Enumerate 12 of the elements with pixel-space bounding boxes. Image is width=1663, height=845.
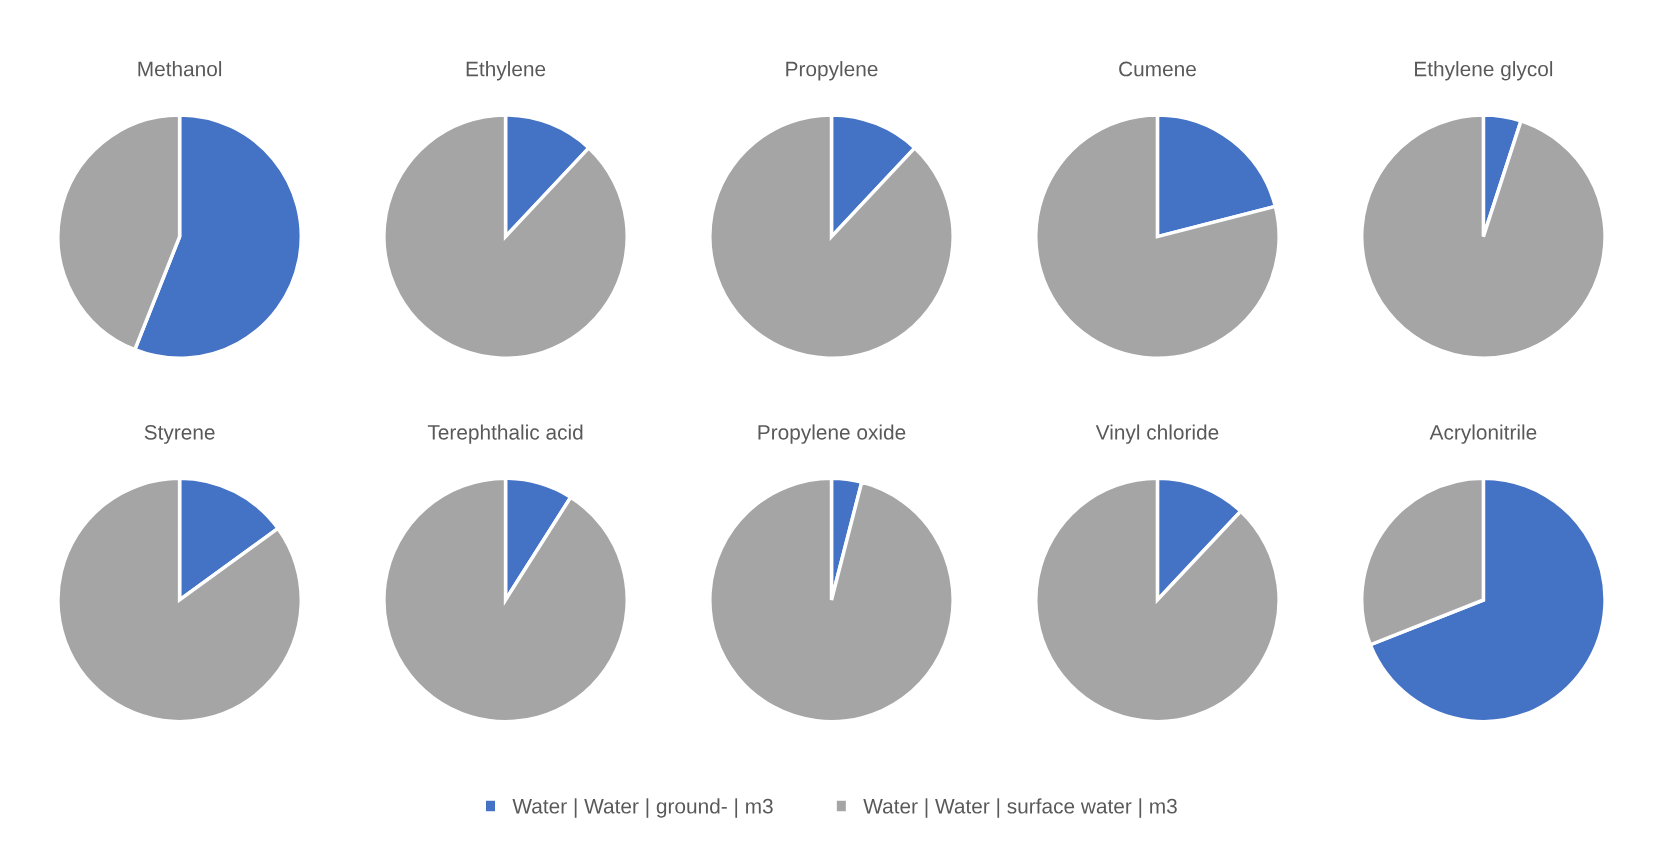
- chart-title: Propylene oxide: [758, 424, 906, 444]
- chart-title: Methanol: [138, 61, 222, 77]
- chart-title: Terephthalic acid: [427, 424, 583, 444]
- chart-title: Acrylonitrile: [1429, 424, 1537, 444]
- chart-title: Ethylene glycol: [1415, 61, 1553, 81]
- legend-label: Water | Water | surface water | m3: [863, 798, 1177, 818]
- chart-title: Vinyl chloride: [1095, 424, 1219, 444]
- chart-title: Styrene: [144, 424, 215, 444]
- chart-title: Propylene: [786, 61, 878, 81]
- chart-title: Ethylene: [466, 61, 546, 81]
- legend-label: Water | Water | ground- | m3: [512, 798, 773, 818]
- chart-title: Cumene: [1119, 61, 1196, 77]
